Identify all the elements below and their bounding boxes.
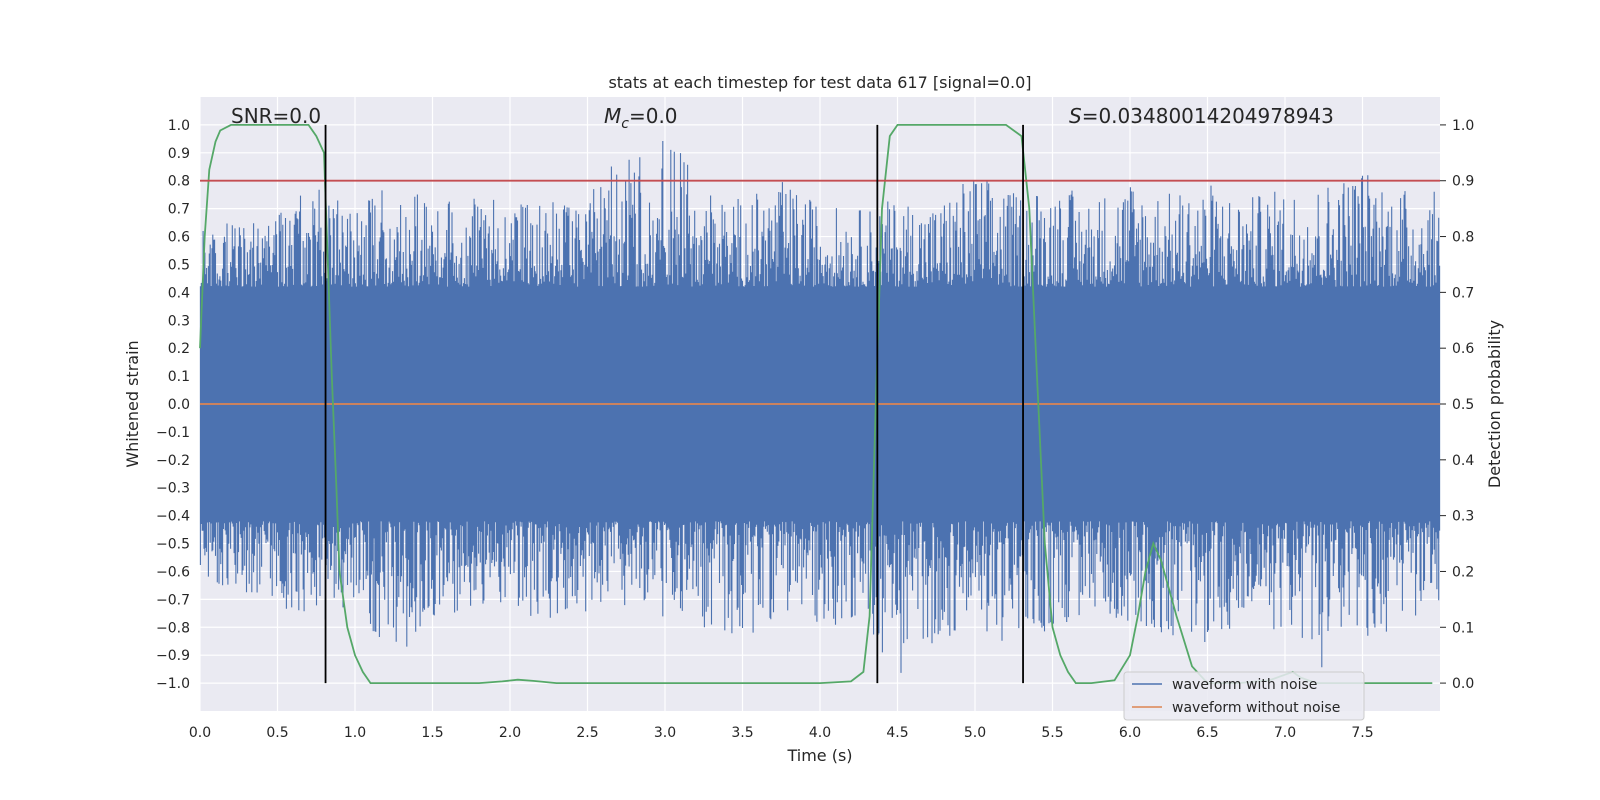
x-ticks: 0.0 0.5 1.0 1.5 2.0 2.5 3.0 3.5 4.0 4.5 5.0 5.5 6.0 6… [189, 725, 1374, 741]
score-annotation: S=0.03480014204978943 [1069, 104, 1334, 128]
chart-title: stats at each timestep for test data 617… [608, 73, 1031, 92]
y-tick-label-7: 0.3 [168, 313, 190, 329]
y-tick-label-19: −0.9 [156, 648, 190, 664]
x-axis-label: Time (s) [786, 746, 852, 765]
y-tick-label-0: 1.0 [168, 118, 190, 134]
y2-tick-label-2: 0.8 [1452, 230, 1474, 246]
y-tick-label-3: 0.7 [168, 202, 190, 218]
chirp-mass-symbol: M [604, 104, 621, 128]
x-tick-label-8: 4.0 [809, 725, 831, 741]
y-tick-label-6: 0.4 [168, 285, 190, 301]
y-tick-label-5: 0.5 [168, 257, 190, 273]
y2-ticks: 1.0 0.9 0.8 0.7 0.6 0.5 0.4 0.3 0.2 0.1 0.0 [1440, 118, 1474, 692]
x-tick-label-4: 2.0 [499, 725, 521, 741]
y2-tick-label-0: 1.0 [1452, 118, 1474, 134]
x-tick-label-2: 1.0 [344, 725, 366, 741]
y-axis-label: Whitened strain [123, 340, 142, 467]
x-tick-label-11: 5.5 [1041, 725, 1063, 741]
y-tick-label-1: 0.9 [168, 146, 190, 162]
y2-tick-label-10: 0.0 [1452, 676, 1474, 692]
y-tick-label-2: 0.8 [168, 174, 190, 190]
y-tick-label-12: −0.2 [156, 453, 190, 469]
y2-tick-label-3: 0.7 [1452, 285, 1474, 301]
series-lines [199, 124, 1440, 684]
x-tick-label-13: 6.5 [1196, 725, 1218, 741]
y-tick-label-4: 0.6 [168, 230, 190, 246]
score-symbol: S [1069, 104, 1082, 128]
y-tick-label-13: −0.3 [156, 481, 190, 497]
y-ticks: 1.0 0.9 0.8 0.7 0.6 0.5 0.4 0.3 0.2 0.1 0.0 −0.1 −0.… [156, 118, 190, 692]
chirp-mass-annotation: Mc=0.0 [604, 104, 678, 132]
y2-axis-label: Detection probability [1485, 320, 1504, 488]
y-tick-label-11: −0.1 [156, 425, 190, 441]
x-tick-label-6: 3.0 [654, 725, 676, 741]
chirp-mass-value: =0.0 [629, 104, 678, 128]
chirp-mass-subscript: c [621, 116, 629, 132]
x-tick-label-0: 0.0 [189, 725, 211, 741]
y-tick-label-10: 0.0 [168, 397, 190, 413]
y-tick-label-15: −0.5 [156, 537, 190, 553]
y2-tick-label-1: 0.9 [1452, 174, 1474, 190]
y-tick-label-18: −0.8 [156, 620, 190, 636]
y-tick-label-16: −0.6 [156, 564, 190, 580]
y2-tick-label-6: 0.4 [1452, 453, 1474, 469]
legend-box [1123, 671, 1365, 721]
y2-tick-label-9: 0.1 [1452, 620, 1474, 636]
waveform-with-noise [199, 141, 1441, 673]
x-tick-label-5: 2.5 [576, 725, 598, 741]
x-tick-label-9: 4.5 [886, 725, 908, 741]
y2-tick-label-4: 0.6 [1452, 341, 1474, 357]
x-tick-label-15: 7.5 [1351, 725, 1373, 741]
legend-label-clean: waveform without noise [1172, 700, 1340, 716]
y-tick-label-14: −0.4 [156, 509, 190, 525]
x-tick-label-1: 0.5 [266, 725, 288, 741]
x-tick-label-3: 1.5 [421, 725, 443, 741]
x-tick-label-12: 6.0 [1119, 725, 1141, 741]
y2-tick-label-5: 0.5 [1452, 397, 1474, 413]
snr-annotation: SNR=0.0 [231, 104, 321, 128]
y2-tick-label-8: 0.2 [1452, 564, 1474, 580]
legend-label-noise: waveform with noise [1172, 677, 1317, 693]
y-tick-label-17: −0.7 [156, 592, 190, 608]
y-tick-label-20: −1.0 [156, 676, 190, 692]
marker-lines [324, 124, 1024, 684]
y-tick-label-9: 0.1 [168, 369, 190, 385]
x-tick-label-7: 3.5 [731, 725, 753, 741]
x-tick-label-10: 5.0 [964, 725, 986, 741]
y-tick-label-8: 0.2 [168, 341, 190, 357]
x-tick-label-14: 7.0 [1274, 725, 1296, 741]
y2-tick-label-7: 0.3 [1452, 509, 1474, 525]
legend: waveform with noise waveform without noi… [1123, 671, 1365, 721]
detection-probability-line [199, 124, 1433, 684]
score-value: =0.03480014204978943 [1082, 104, 1334, 128]
